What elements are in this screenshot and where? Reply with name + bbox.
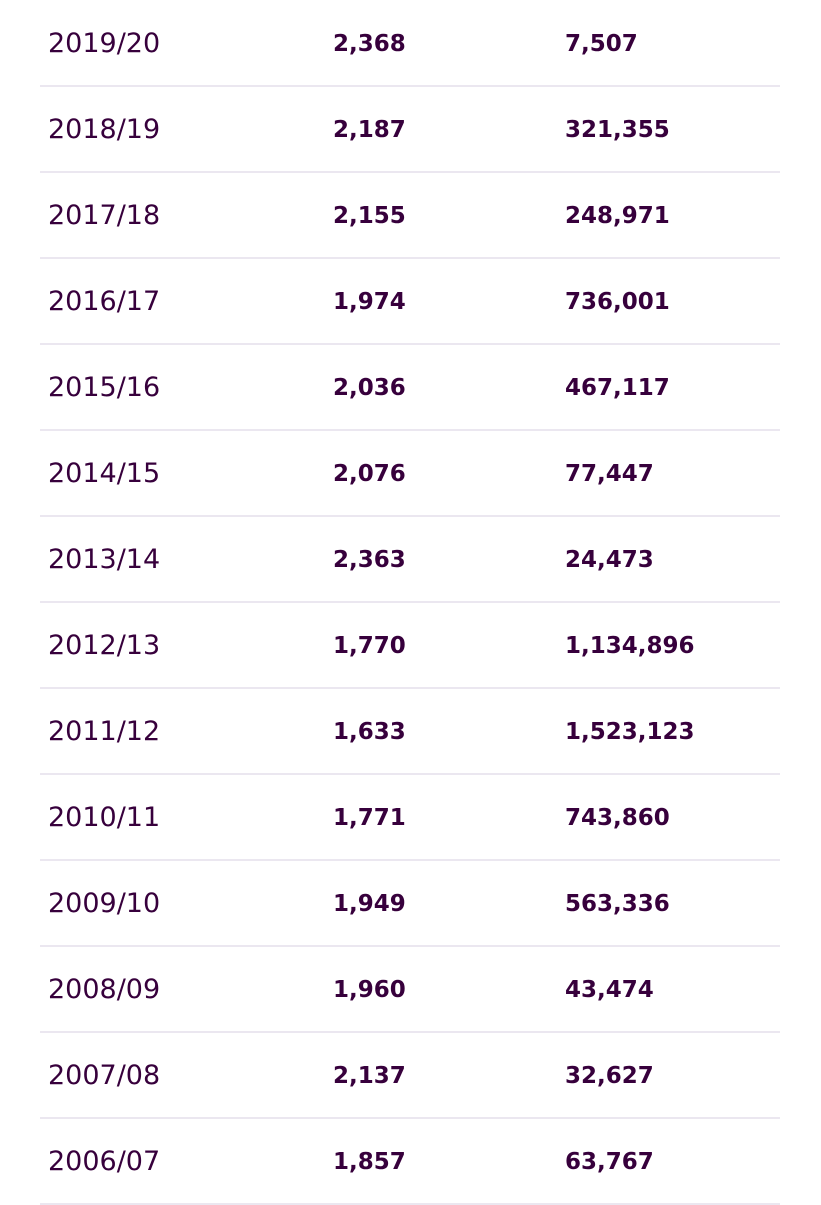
value-cell: 32,627 xyxy=(565,1063,654,1089)
season-cell: 2009/10 xyxy=(48,888,161,919)
value-cell: 2,076 xyxy=(333,461,406,487)
value-cell: 2,155 xyxy=(333,203,406,229)
season-cell: 2006/07 xyxy=(48,1146,161,1177)
season-cell: 2014/15 xyxy=(48,458,161,489)
value-cell: 743,860 xyxy=(565,805,670,831)
value-cell: 2,187 xyxy=(333,117,406,143)
season-cell: 2017/18 xyxy=(48,200,161,231)
value-cell: 467,117 xyxy=(565,375,670,401)
value-cell: 1,949 xyxy=(333,891,406,917)
season-cell: 2013/14 xyxy=(48,544,161,575)
table-row: 2014/15 2,076 77,447 xyxy=(40,431,780,517)
value-cell: 43,474 xyxy=(565,977,654,1003)
value-cell: 736,001 xyxy=(565,289,670,315)
season-cell: 2010/11 xyxy=(48,802,161,833)
season-cell: 2012/13 xyxy=(48,630,161,661)
value-cell: 248,971 xyxy=(565,203,670,229)
table-row: 2015/16 2,036 467,117 xyxy=(40,345,780,431)
season-cell: 2016/17 xyxy=(48,286,161,317)
value-cell: 2,368 xyxy=(333,31,406,57)
table-row: 2012/13 1,770 1,134,896 xyxy=(40,603,780,689)
table-row: 2007/08 2,137 32,627 xyxy=(40,1033,780,1119)
value-cell: 1,857 xyxy=(333,1149,406,1175)
table-row: 2016/17 1,974 736,001 xyxy=(40,259,780,345)
value-cell: 1,771 xyxy=(333,805,406,831)
value-cell: 1,633 xyxy=(333,719,406,745)
value-cell: 63,767 xyxy=(565,1149,654,1175)
table-row: 2018/19 2,187 321,355 xyxy=(40,87,780,173)
table-row: 2009/10 1,949 563,336 xyxy=(40,861,780,947)
value-cell: 24,473 xyxy=(565,547,654,573)
table-row: 2019/20 2,368 7,507 xyxy=(40,1,780,87)
table-row: 2006/07 1,857 63,767 xyxy=(40,1119,780,1205)
value-cell: 1,523,123 xyxy=(565,719,695,745)
season-cell: 2007/08 xyxy=(48,1060,161,1091)
table-row: 2010/11 1,771 743,860 xyxy=(40,775,780,861)
season-cell: 2011/12 xyxy=(48,716,161,747)
table-row: 2011/12 1,633 1,523,123 xyxy=(40,689,780,775)
value-cell: 2,137 xyxy=(333,1063,406,1089)
value-cell: 2,363 xyxy=(333,547,406,573)
value-cell: 7,507 xyxy=(565,31,638,57)
season-cell: 2008/09 xyxy=(48,974,161,1005)
value-cell: 2,036 xyxy=(333,375,406,401)
table-row: 2008/09 1,960 43,474 xyxy=(40,947,780,1033)
table-row: 2017/18 2,155 248,971 xyxy=(40,173,780,259)
value-cell: 321,355 xyxy=(565,117,670,143)
value-cell: 1,960 xyxy=(333,977,406,1003)
season-cell: 2018/19 xyxy=(48,114,161,145)
value-cell: 563,336 xyxy=(565,891,670,917)
value-cell: 77,447 xyxy=(565,461,654,487)
value-cell: 1,134,896 xyxy=(565,633,695,659)
table-row: 2013/14 2,363 24,473 xyxy=(40,517,780,603)
season-cell: 2019/20 xyxy=(48,28,161,59)
season-cell: 2015/16 xyxy=(48,372,161,403)
value-cell: 1,974 xyxy=(333,289,406,315)
value-cell: 1,770 xyxy=(333,633,406,659)
